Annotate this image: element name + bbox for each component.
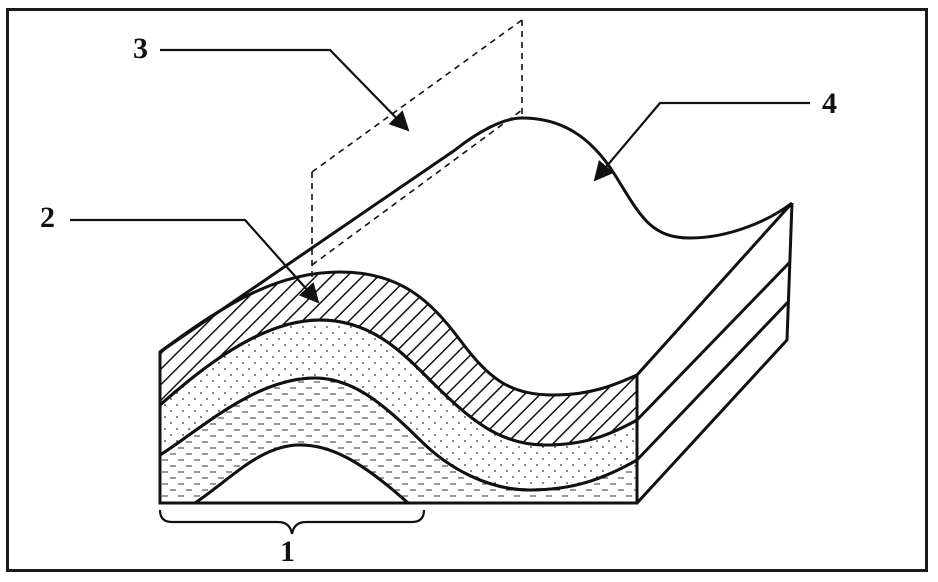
leader-3 bbox=[160, 48, 410, 132]
label-2: 2 bbox=[40, 201, 55, 234]
brace-1 bbox=[158, 509, 426, 535]
label-3: 3 bbox=[133, 32, 148, 65]
label-1: 1 bbox=[280, 535, 295, 568]
figure-frame bbox=[6, 8, 928, 572]
leader-4 bbox=[593, 101, 810, 182]
block-right-side bbox=[635, 201, 794, 505]
block-front-outline bbox=[158, 352, 639, 505]
leader-lines bbox=[70, 48, 810, 304]
section-plane-dashed bbox=[311, 19, 523, 280]
label-4: 4 bbox=[822, 87, 837, 120]
top-surface-outline bbox=[159, 116, 793, 354]
leader-2 bbox=[70, 218, 320, 304]
layer-core bbox=[189, 443, 412, 505]
